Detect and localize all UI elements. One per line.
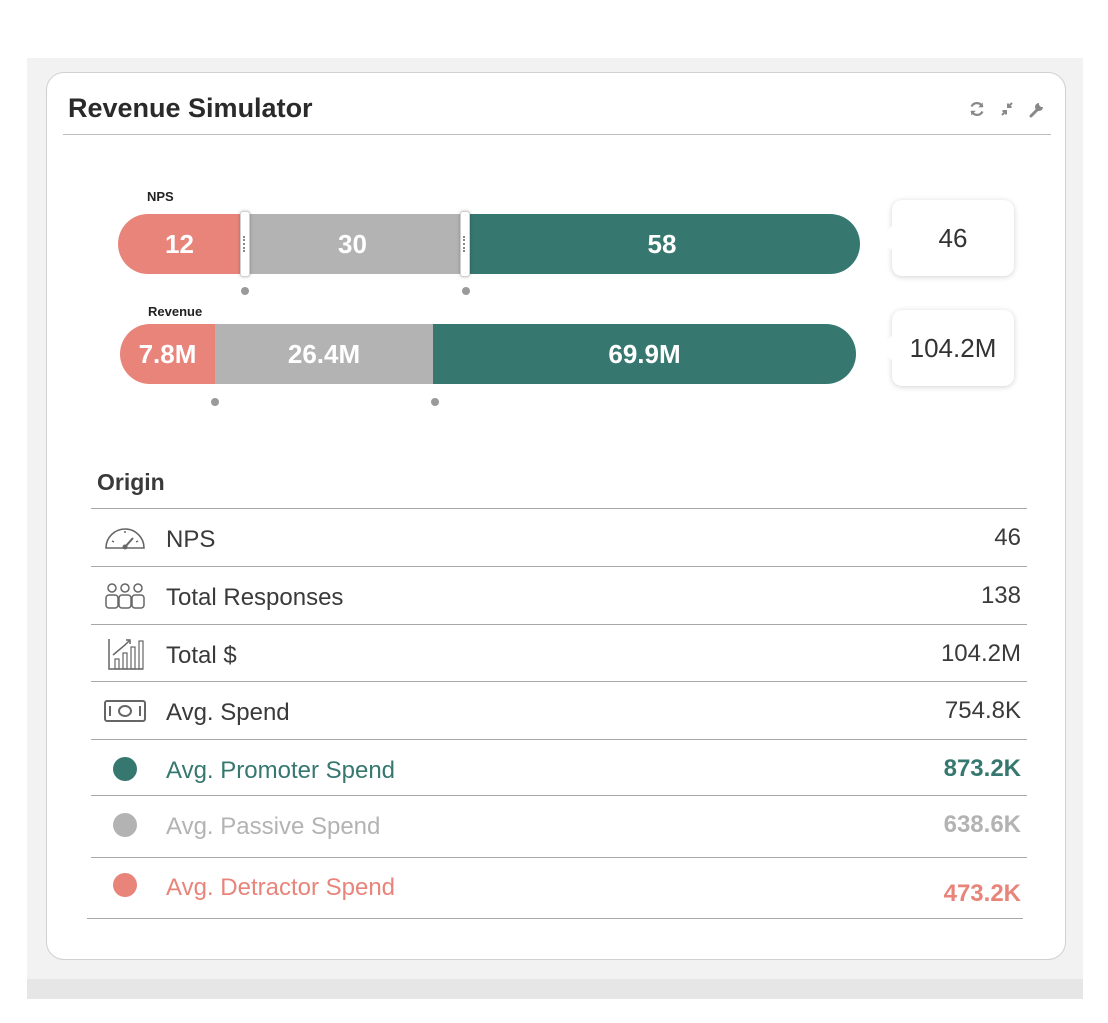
origin-label: Avg. Spend: [166, 699, 290, 726]
origin-label: Total $: [166, 642, 237, 669]
people-group-icon: [103, 579, 147, 613]
origin-row-total-dollars: Total $ 104.2M: [91, 624, 1027, 681]
widget-title: Revenue Simulator: [68, 93, 313, 123]
revenue-simulator-card: Revenue Simulator NPS 12 30 58 46 Revenu…: [46, 72, 1066, 960]
nps-detractor-segment: 12: [118, 214, 241, 274]
origin-label: Avg. Promoter Spend: [166, 757, 396, 784]
nps-passive-segment: 30: [241, 214, 464, 274]
banknote-icon: [103, 694, 147, 728]
collapse-icon[interactable]: [997, 99, 1017, 119]
origin-row-avg-detractor-spend: Avg. Detractor Spend 473.2K: [91, 857, 1027, 918]
origin-label: Avg. Passive Spend: [166, 813, 381, 840]
wrench-icon[interactable]: [1027, 99, 1047, 119]
nps-handle-marker-left: [241, 287, 249, 295]
revenue-detractor-segment: 7.8M: [120, 324, 215, 384]
revenue-bar-label: Revenue: [148, 304, 203, 319]
revenue-total-callout: 104.2M: [878, 310, 1014, 386]
speedometer-icon: [103, 521, 147, 555]
revenue-promoter-segment: 69.9M: [433, 324, 856, 384]
widget-toolbar: [967, 99, 1047, 119]
nps-promoter-segment: 58: [464, 214, 860, 274]
origin-table-end-rule: [87, 918, 1023, 919]
widget-background: Revenue Simulator NPS 12 30 58 46 Revenu…: [27, 58, 1083, 999]
nps-handle-marker-right: [462, 287, 470, 295]
nps-bar: 12 30 58: [118, 214, 860, 274]
promoter-dot-icon: [103, 752, 147, 786]
origin-label: Avg. Detractor Spend: [166, 874, 396, 901]
nps-detractor-handle[interactable]: [240, 211, 250, 277]
origin-value: 138: [980, 582, 1021, 609]
bar-chart-trend-icon: [103, 637, 147, 671]
origin-row-nps: NPS 46: [91, 508, 1027, 565]
origin-row-avg-spend: Avg. Spend 754.8K: [91, 681, 1027, 738]
nps-total-callout: 46: [878, 200, 1014, 276]
origin-value: 754.8K: [944, 697, 1021, 724]
revenue-marker-right: [431, 398, 439, 406]
widget-footer-strip: [27, 979, 1083, 999]
origin-value: 104.2M: [940, 640, 1021, 667]
origin-value: 46: [994, 524, 1021, 551]
refresh-icon[interactable]: [967, 99, 987, 119]
origin-value: 873.2K: [943, 755, 1021, 782]
detractor-dot-icon: [103, 868, 147, 902]
origin-value: 638.6K: [943, 811, 1021, 838]
origin-value: 473.2K: [943, 880, 1021, 907]
origin-row-avg-passive-spend: Avg. Passive Spend 638.6K: [91, 795, 1027, 852]
revenue-bar: 7.8M 26.4M 69.9M: [120, 324, 856, 384]
origin-title: Origin: [97, 469, 165, 495]
origin-label: Total Responses: [166, 584, 344, 611]
title-divider: [63, 134, 1051, 135]
origin-row-total-responses: Total Responses 138: [91, 566, 1027, 623]
origin-label: NPS: [166, 526, 216, 553]
nps-passive-handle[interactable]: [460, 211, 470, 277]
passive-dot-icon: [103, 808, 147, 842]
origin-row-avg-promoter-spend: Avg. Promoter Spend 873.2K: [91, 739, 1027, 796]
nps-bar-label: NPS: [147, 189, 174, 204]
revenue-marker-left: [211, 398, 219, 406]
revenue-passive-segment: 26.4M: [215, 324, 433, 384]
